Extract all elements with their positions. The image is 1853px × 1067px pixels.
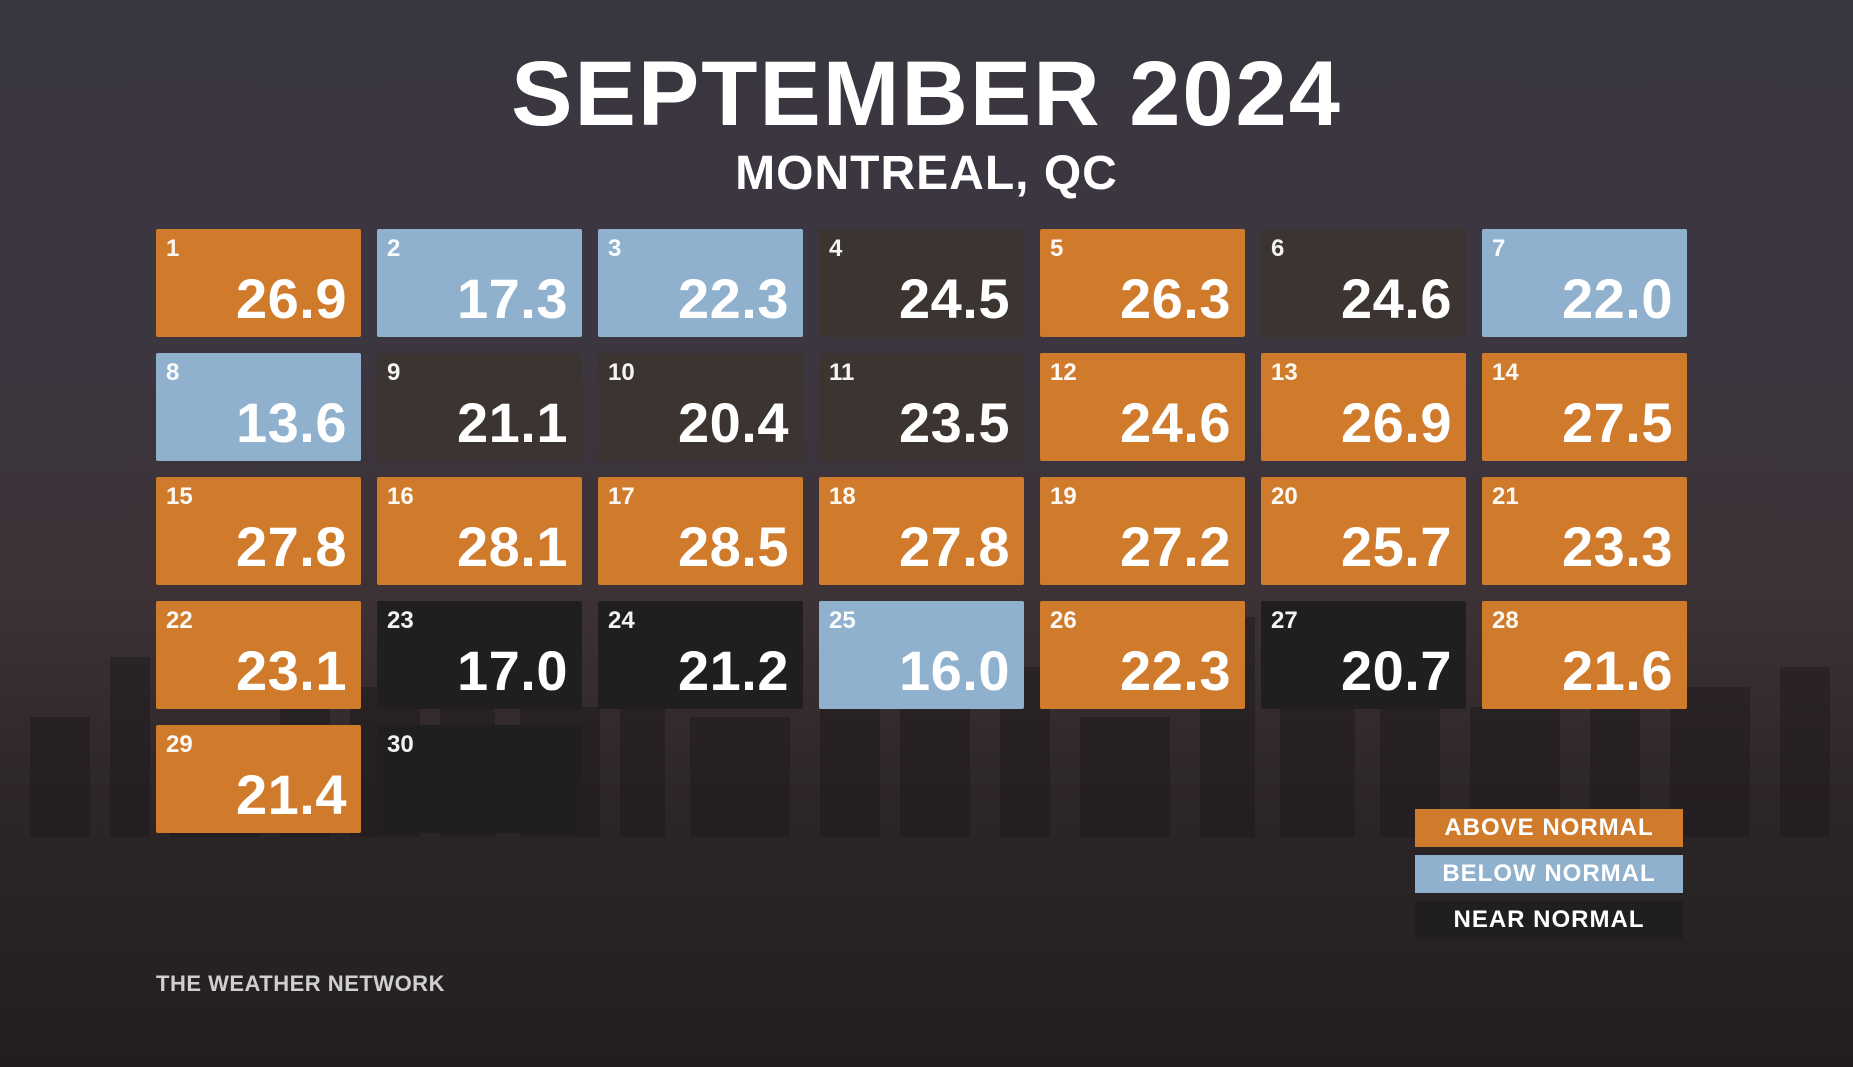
day-temperature: 26.9 bbox=[236, 266, 347, 331]
calendar-day: 813.6 bbox=[156, 353, 361, 461]
day-temperature: 21.1 bbox=[457, 390, 568, 455]
day-temperature: 20.7 bbox=[1341, 638, 1452, 703]
day-number: 11 bbox=[829, 359, 854, 387]
day-number: 16 bbox=[387, 483, 414, 511]
day-temperature: 23.3 bbox=[1562, 514, 1673, 579]
day-number: 7 bbox=[1492, 235, 1505, 263]
calendar-day: 13 26.9 bbox=[1261, 353, 1466, 461]
day-number: 1 bbox=[166, 235, 179, 263]
day-number: 4 bbox=[829, 235, 842, 263]
day-number: 20 bbox=[1271, 483, 1298, 511]
calendar-day: 20 25.7 bbox=[1261, 477, 1466, 585]
page-title: SEPTEMBER 2024 bbox=[511, 48, 1342, 140]
day-temperature: 21.2 bbox=[678, 638, 789, 703]
calendar-day: 11 23.5 bbox=[819, 353, 1024, 461]
calendar-day: 217.3 bbox=[377, 229, 582, 337]
day-number: 5 bbox=[1050, 235, 1063, 263]
attribution-text: THE WEATHER NETWORK bbox=[156, 971, 445, 997]
calendar-day: 27 20.7 bbox=[1261, 601, 1466, 709]
calendar-day: 29 21.4 bbox=[156, 725, 361, 833]
day-temperature: 25.7 bbox=[1341, 514, 1452, 579]
day-temperature: 28.5 bbox=[678, 514, 789, 579]
day-number: 26 bbox=[1050, 607, 1077, 635]
day-number: 6 bbox=[1271, 235, 1284, 263]
legend: ABOVE NORMAL BELOW NORMAL NEAR NORMAL bbox=[1415, 809, 1683, 939]
calendar-day: 28 21.6 bbox=[1482, 601, 1687, 709]
day-number: 22 bbox=[166, 607, 193, 635]
day-number: 12 bbox=[1050, 359, 1077, 387]
calendar-day: 16 28.1 bbox=[377, 477, 582, 585]
weather-calendar-stage: SEPTEMBER 2024 MONTREAL, QC 126.9217.332… bbox=[0, 0, 1853, 1067]
day-temperature: 22.3 bbox=[1120, 638, 1231, 703]
day-number: 27 bbox=[1271, 607, 1298, 635]
calendar-day: 24 21.2 bbox=[598, 601, 803, 709]
day-temperature: 27.5 bbox=[1562, 390, 1673, 455]
calendar-day: 15 27.8 bbox=[156, 477, 361, 585]
day-number: 3 bbox=[608, 235, 621, 263]
day-temperature: 13.6 bbox=[236, 390, 347, 455]
day-number: 17 bbox=[608, 483, 635, 511]
day-temperature: 27.8 bbox=[899, 514, 1010, 579]
legend-swatch: BELOW NORMAL bbox=[1415, 855, 1683, 893]
legend-swatch: ABOVE NORMAL bbox=[1415, 809, 1683, 847]
day-number: 19 bbox=[1050, 483, 1077, 511]
calendar-day: 30 bbox=[377, 725, 582, 833]
day-number: 21 bbox=[1492, 483, 1519, 511]
calendar-day: 14 27.5 bbox=[1482, 353, 1687, 461]
day-number: 9 bbox=[387, 359, 400, 387]
day-number: 18 bbox=[829, 483, 856, 511]
day-temperature: 21.4 bbox=[236, 762, 347, 827]
legend-swatch: NEAR NORMAL bbox=[1415, 901, 1683, 939]
calendar-day: 12 24.6 bbox=[1040, 353, 1245, 461]
day-temperature: 21.6 bbox=[1562, 638, 1673, 703]
page-subtitle: MONTREAL, QC bbox=[735, 146, 1118, 201]
calendar-day: 23 17.0 bbox=[377, 601, 582, 709]
day-number: 10 bbox=[608, 359, 635, 387]
temperature-calendar: 126.9217.3322.3424.5526.3624.6722.0813.6… bbox=[156, 229, 1687, 833]
day-number: 29 bbox=[166, 731, 193, 759]
calendar-day: 126.9 bbox=[156, 229, 361, 337]
day-number: 15 bbox=[166, 483, 193, 511]
day-temperature: 24.6 bbox=[1120, 390, 1231, 455]
day-temperature: 17.3 bbox=[457, 266, 568, 331]
day-temperature: 23.1 bbox=[236, 638, 347, 703]
day-temperature: 27.2 bbox=[1120, 514, 1231, 579]
calendar-day: 424.5 bbox=[819, 229, 1024, 337]
day-temperature: 22.3 bbox=[678, 266, 789, 331]
calendar-day: 26 22.3 bbox=[1040, 601, 1245, 709]
calendar-day: 25 16.0 bbox=[819, 601, 1024, 709]
day-temperature: 26.9 bbox=[1341, 390, 1452, 455]
day-number: 2 bbox=[387, 235, 400, 263]
day-temperature: 26.3 bbox=[1120, 266, 1231, 331]
day-temperature: 22.0 bbox=[1562, 266, 1673, 331]
day-number: 30 bbox=[387, 731, 414, 759]
day-temperature: 23.5 bbox=[899, 390, 1010, 455]
day-temperature: 17.0 bbox=[457, 638, 568, 703]
day-number: 25 bbox=[829, 607, 856, 635]
day-temperature: 24.5 bbox=[899, 266, 1010, 331]
day-number: 13 bbox=[1271, 359, 1298, 387]
day-number: 28 bbox=[1492, 607, 1519, 635]
calendar-day: 921.1 bbox=[377, 353, 582, 461]
day-number: 8 bbox=[166, 359, 179, 387]
calendar-day: 322.3 bbox=[598, 229, 803, 337]
day-temperature: 24.6 bbox=[1341, 266, 1452, 331]
day-temperature: 28.1 bbox=[457, 514, 568, 579]
calendar-day: 18 27.8 bbox=[819, 477, 1024, 585]
calendar-day: 10 20.4 bbox=[598, 353, 803, 461]
calendar-day: 19 27.2 bbox=[1040, 477, 1245, 585]
day-number: 23 bbox=[387, 607, 414, 635]
day-temperature: 20.4 bbox=[678, 390, 789, 455]
calendar-day: 22 23.1 bbox=[156, 601, 361, 709]
day-temperature: 16.0 bbox=[899, 638, 1010, 703]
calendar-day: 526.3 bbox=[1040, 229, 1245, 337]
day-temperature: 27.8 bbox=[236, 514, 347, 579]
calendar-day: 722.0 bbox=[1482, 229, 1687, 337]
calendar-day: 624.6 bbox=[1261, 229, 1466, 337]
day-number: 24 bbox=[608, 607, 635, 635]
calendar-day: 17 28.5 bbox=[598, 477, 803, 585]
calendar-day: 21 23.3 bbox=[1482, 477, 1687, 585]
day-number: 14 bbox=[1492, 359, 1519, 387]
